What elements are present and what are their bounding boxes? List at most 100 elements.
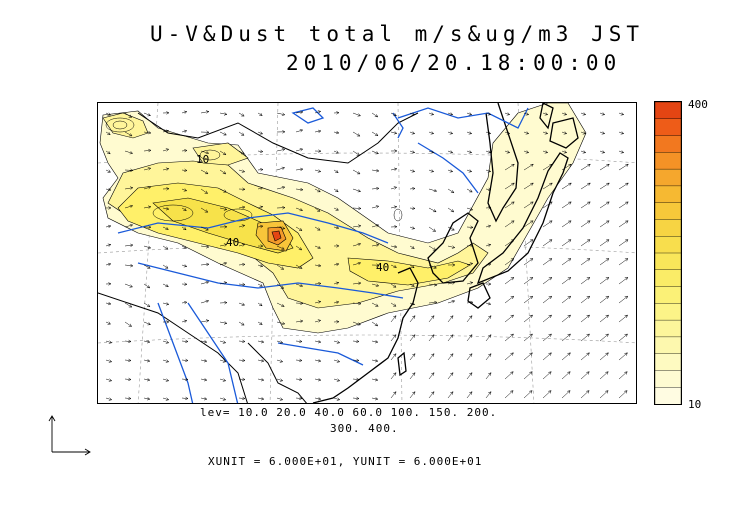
colorbar-swatch xyxy=(654,202,682,221)
wind-vector xyxy=(447,207,455,213)
wind-vector xyxy=(143,302,151,307)
contour-label-group: 10 40 40 xyxy=(196,153,389,274)
wind-vector xyxy=(143,378,151,382)
wind-vector xyxy=(257,302,263,307)
wind-vector xyxy=(390,167,398,171)
wind-vector xyxy=(428,169,435,173)
wind-vector xyxy=(504,163,515,171)
wind-vector xyxy=(143,225,152,229)
wind-vector xyxy=(371,283,380,287)
wind-vector xyxy=(523,220,534,228)
wind-vector xyxy=(314,129,322,133)
wind-vector xyxy=(542,239,553,247)
wind-vector xyxy=(200,378,208,382)
wind-vector xyxy=(181,245,187,249)
wind-vector xyxy=(124,377,132,382)
wind-vector xyxy=(466,262,474,266)
vector-units: XUNIT = 6.000E+01, YUNIT = 6.000E+01 xyxy=(208,455,483,468)
wind-vector xyxy=(162,302,170,306)
wind-vector xyxy=(105,169,111,173)
wind-vector xyxy=(447,300,456,304)
wind-vector xyxy=(333,397,341,401)
wind-vector xyxy=(219,188,227,193)
wind-vector xyxy=(276,166,286,171)
wind-vector xyxy=(219,340,227,344)
wind-vector xyxy=(390,245,398,249)
wind-vector xyxy=(428,264,437,269)
wind-vector xyxy=(428,207,437,213)
wind-vector xyxy=(504,390,514,399)
wind-vector xyxy=(561,390,571,399)
wind-vector xyxy=(390,334,397,342)
wind-vector xyxy=(599,201,610,209)
colorbar-swatch xyxy=(654,286,682,305)
wind-vector xyxy=(390,225,398,229)
wind-vector xyxy=(561,314,572,323)
wind-vector xyxy=(333,207,339,211)
japan-honshu-coast xyxy=(476,152,569,285)
wind-vector xyxy=(561,112,568,116)
wind-vector xyxy=(314,110,322,114)
wind-vector xyxy=(124,321,133,327)
wind-vector xyxy=(352,301,362,306)
map-canvas: 10 40 40 xyxy=(98,103,636,403)
wind-vector xyxy=(390,372,397,380)
wind-vector xyxy=(542,112,549,116)
wind-vector xyxy=(523,112,530,116)
wind-vector xyxy=(200,207,209,213)
wind-vector xyxy=(542,131,549,135)
wind-vector xyxy=(599,295,610,304)
wind-vector xyxy=(371,205,380,209)
wind-vector xyxy=(580,333,590,342)
wind-vector xyxy=(219,301,228,305)
colorbar xyxy=(654,101,682,405)
wind-vector xyxy=(599,333,609,342)
wind-vector xyxy=(295,148,304,152)
wind-vector xyxy=(352,188,362,193)
wind-vector xyxy=(580,314,591,323)
wind-vector xyxy=(333,340,341,344)
wind-vector xyxy=(447,372,454,380)
reference-vector-right-arrow xyxy=(52,448,91,456)
wind-vector xyxy=(143,340,151,344)
wind-vector xyxy=(238,169,246,173)
wind-vector xyxy=(466,353,473,361)
wind-vector xyxy=(580,131,587,135)
wind-vector xyxy=(124,204,134,209)
wind-vector xyxy=(181,129,188,133)
wind-vector xyxy=(390,391,397,399)
wind-vector xyxy=(124,112,133,118)
wind-vector xyxy=(561,131,568,135)
wind-vector xyxy=(314,149,322,153)
wind-vector xyxy=(181,264,188,268)
wind-vector xyxy=(143,148,152,153)
wind-vector xyxy=(295,129,304,133)
wind-vector xyxy=(371,359,379,363)
wind-vector xyxy=(504,220,515,228)
wind-vector xyxy=(447,281,456,285)
wind-vector xyxy=(143,321,151,326)
wind-vector xyxy=(485,187,492,192)
wind-vector xyxy=(466,315,473,323)
wind-vector xyxy=(447,131,454,135)
wind-vector xyxy=(352,224,362,228)
wind-vector xyxy=(124,223,134,228)
colorbar-scale xyxy=(654,101,682,405)
wind-vector xyxy=(409,206,416,210)
wind-vector xyxy=(523,258,534,266)
wind-vector xyxy=(504,333,514,342)
wind-vector xyxy=(314,207,321,212)
wind-vector xyxy=(295,245,303,251)
wind-vector xyxy=(238,243,246,247)
wind-vector xyxy=(333,188,339,193)
wind-vector xyxy=(238,187,246,191)
wind-vector xyxy=(580,163,591,171)
wind-vector xyxy=(390,315,397,323)
colorbar-swatch xyxy=(654,387,682,405)
wind-vector xyxy=(466,391,473,399)
wind-vector xyxy=(466,131,473,135)
wind-vector xyxy=(257,131,264,135)
wind-vector xyxy=(352,396,360,401)
wind-vector xyxy=(219,262,228,266)
wind-vector xyxy=(409,353,416,361)
